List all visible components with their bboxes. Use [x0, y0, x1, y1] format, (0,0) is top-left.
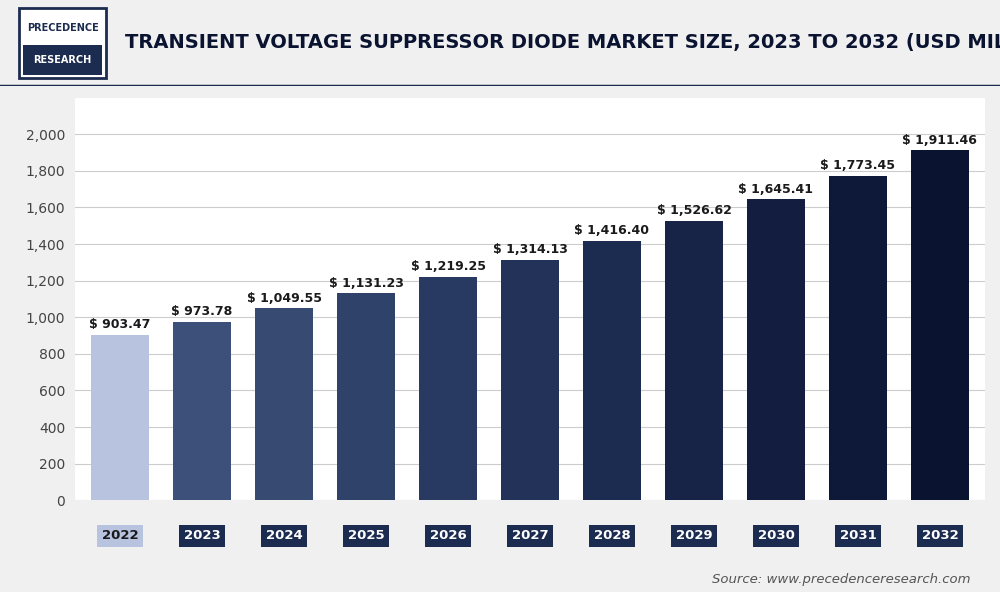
Text: $ 903.47: $ 903.47: [89, 318, 151, 332]
Text: $ 1,049.55: $ 1,049.55: [247, 291, 322, 304]
Text: 2025: 2025: [348, 529, 384, 542]
FancyBboxPatch shape: [19, 8, 106, 78]
Text: $ 1,314.13: $ 1,314.13: [493, 243, 567, 256]
Text: $ 1,526.62: $ 1,526.62: [657, 204, 731, 217]
Bar: [91, 335, 149, 500]
Bar: [665, 221, 723, 500]
Text: 2029: 2029: [676, 529, 712, 542]
Text: 2030: 2030: [758, 529, 794, 542]
Text: RESEARCH: RESEARCH: [33, 55, 92, 65]
FancyBboxPatch shape: [23, 45, 102, 75]
Text: $ 1,773.45: $ 1,773.45: [820, 159, 895, 172]
Text: 2026: 2026: [430, 529, 466, 542]
Bar: [829, 176, 887, 500]
Text: 2023: 2023: [184, 529, 220, 542]
Text: 2027: 2027: [512, 529, 548, 542]
Text: 2031: 2031: [840, 529, 876, 542]
Text: $ 973.78: $ 973.78: [171, 305, 233, 318]
Text: 2028: 2028: [594, 529, 630, 542]
Bar: [255, 308, 313, 500]
Bar: [911, 150, 969, 500]
Text: $ 1,645.41: $ 1,645.41: [738, 182, 813, 195]
Text: $ 1,416.40: $ 1,416.40: [574, 224, 649, 237]
Text: PRECEDENCE: PRECEDENCE: [27, 23, 98, 33]
Bar: [583, 241, 641, 500]
Bar: [173, 322, 231, 500]
Text: TRANSIENT VOLTAGE SUPPRESSOR DIODE MARKET SIZE, 2023 TO 2032 (USD MILLION): TRANSIENT VOLTAGE SUPPRESSOR DIODE MARKE…: [125, 33, 1000, 52]
Text: $ 1,131.23: $ 1,131.23: [329, 276, 403, 289]
Bar: [419, 277, 477, 500]
Text: Source: www.precedenceresearch.com: Source: www.precedenceresearch.com: [712, 573, 970, 586]
Text: 2032: 2032: [922, 529, 958, 542]
Bar: [501, 260, 559, 500]
Text: $ 1,219.25: $ 1,219.25: [411, 260, 486, 274]
Bar: [337, 293, 395, 500]
Text: 2024: 2024: [266, 529, 302, 542]
Text: $ 1,911.46: $ 1,911.46: [902, 134, 977, 147]
Text: 2022: 2022: [102, 529, 138, 542]
Bar: [747, 199, 805, 500]
